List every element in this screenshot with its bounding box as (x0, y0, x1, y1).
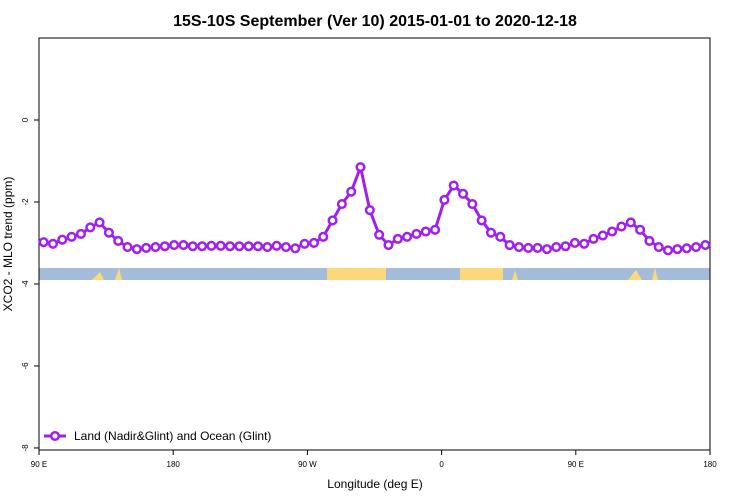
legend-marker (49, 430, 61, 442)
data-point (635, 224, 646, 235)
data-point (690, 242, 702, 253)
data-point (346, 186, 357, 197)
data-point (476, 215, 487, 226)
data-point (560, 241, 571, 252)
data-point (383, 239, 394, 251)
data-point (616, 221, 627, 232)
y-tick-label: -8 (21, 444, 30, 452)
legend-label: Land (Nadir&Glint) and Ocean (Glint) (74, 429, 271, 443)
data-point (122, 242, 133, 253)
land-spike (628, 270, 642, 280)
y-tick-label: 0 (21, 117, 30, 122)
data-point (644, 235, 655, 246)
data-point (131, 244, 142, 255)
land-ocean-band (39, 268, 710, 280)
data-point (187, 241, 198, 252)
x-tick-label: 180 (703, 460, 717, 469)
data-point (597, 230, 608, 241)
data-point (430, 224, 441, 235)
data-point (402, 231, 413, 242)
data-point (569, 237, 580, 249)
data-point (504, 239, 515, 251)
data-point (355, 162, 366, 173)
data-point (243, 241, 254, 252)
data-point (169, 239, 180, 251)
x-tick-label: 90 E (31, 460, 47, 469)
y-tick-label: -4 (21, 280, 30, 288)
land-spike (115, 268, 122, 280)
data-point (439, 194, 450, 205)
data-point (252, 241, 264, 252)
land-band (327, 268, 386, 280)
data-point (663, 245, 674, 256)
data-point (327, 215, 338, 226)
y-tick-label: -2 (21, 198, 30, 206)
data-point (141, 242, 152, 253)
data-point (541, 244, 552, 255)
data-point (523, 242, 534, 253)
x-tick-label: 180 (167, 460, 181, 469)
data-point (700, 239, 711, 251)
x-axis-label: Longitude (deg E) (327, 477, 422, 491)
x-tick-label: 90 E (568, 460, 584, 469)
data-point (336, 198, 347, 210)
data-point (178, 239, 189, 251)
data-point (113, 235, 124, 246)
data-point (681, 243, 692, 254)
data-point (318, 231, 329, 242)
data-point (159, 241, 170, 252)
x-tick-label: 0 (439, 460, 444, 469)
data-point (197, 241, 208, 252)
data-point (85, 222, 96, 233)
data-point (579, 238, 590, 249)
data-point (75, 228, 86, 240)
data-point (364, 205, 375, 216)
data-point (66, 231, 77, 242)
y-tick-label: -6 (21, 362, 30, 370)
y-axis-label: XCO2 - MLO trend (ppm) (1, 177, 15, 312)
land-spike (652, 268, 658, 280)
data-point (234, 241, 245, 252)
data-point (38, 237, 49, 248)
data-point (607, 226, 618, 237)
data-point (308, 237, 319, 249)
land-spike (512, 270, 518, 280)
data-point (457, 188, 469, 199)
data-point (392, 233, 403, 244)
data-point (94, 217, 105, 228)
data-point (150, 242, 161, 253)
data-point (672, 244, 683, 255)
data-point (625, 217, 636, 228)
data-point (262, 242, 273, 253)
data-point (532, 242, 543, 253)
data-point (513, 242, 525, 253)
data-point (290, 243, 301, 254)
data-point (103, 227, 114, 238)
data-point (206, 240, 217, 251)
chart-title: 15S-10S September (Ver 10) 2015-01-01 to… (173, 13, 577, 30)
data-point (299, 238, 310, 249)
data-point (374, 229, 385, 240)
data-point (495, 231, 506, 242)
data-point (551, 242, 562, 253)
data-point (485, 227, 497, 238)
x-tick-label: 90 W (298, 460, 317, 469)
data-point (411, 228, 422, 240)
data-point (280, 242, 292, 253)
data-point (57, 234, 68, 245)
data-point (215, 240, 226, 251)
data-point (588, 233, 599, 244)
data-point (448, 180, 459, 191)
data-point (47, 238, 59, 249)
land-spike (92, 272, 104, 280)
data-point (653, 242, 664, 253)
data-point (271, 240, 282, 251)
data-point (224, 241, 236, 252)
plot-frame (38, 37, 711, 451)
data-point (467, 198, 478, 210)
land-band (460, 268, 503, 280)
data-point (420, 226, 431, 237)
